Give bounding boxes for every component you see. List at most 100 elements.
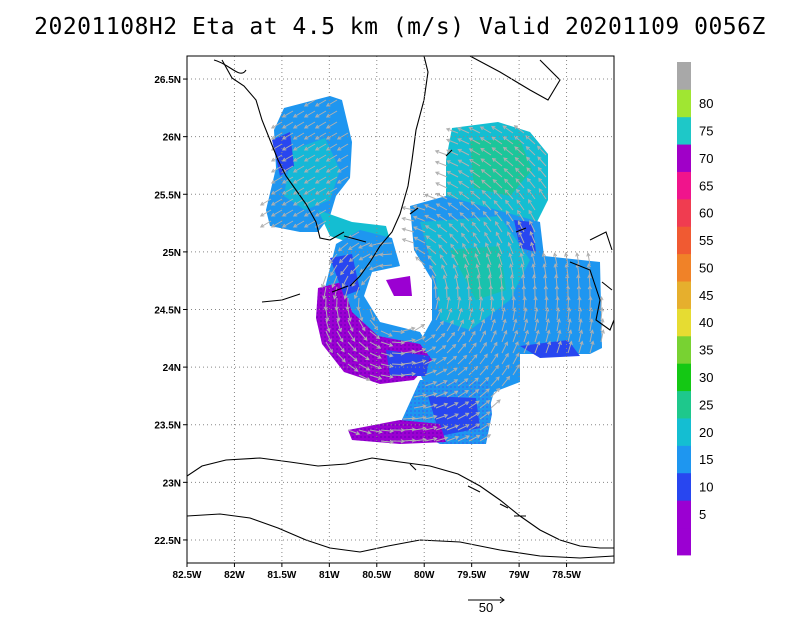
wind-vector: [556, 340, 562, 354]
wind-vector: [555, 295, 560, 310]
wind-vector: [599, 295, 604, 310]
wind-vector: [303, 154, 316, 162]
wind-vector: [588, 295, 593, 310]
wind-vector: [445, 138, 459, 145]
wind-vector: [337, 242, 349, 252]
wind-vector: [391, 362, 406, 367]
wind-vector: [436, 213, 448, 222]
wind-vector: [303, 99, 316, 107]
wind-vector: [347, 308, 352, 322]
wind-vector: [356, 297, 361, 312]
wind-vector: [479, 330, 486, 343]
wind-vectors: [259, 99, 605, 445]
wind-vector: [380, 363, 394, 368]
wind-vector: [446, 413, 459, 420]
y-tick-label: 22.5N: [154, 536, 181, 547]
wind-vector: [503, 167, 514, 178]
wind-vector: [480, 158, 492, 167]
wind-vector: [521, 284, 526, 299]
wind-vector: [499, 284, 504, 299]
wind-vector: [425, 235, 437, 244]
wind-vector: [491, 125, 503, 134]
colorbar-label: 5: [699, 507, 706, 522]
wind-vector: [338, 253, 349, 264]
wind-vector: [514, 167, 525, 178]
wind-vector: [543, 284, 549, 299]
wind-vector: [589, 340, 595, 354]
wind-vector: [556, 329, 562, 343]
wind-vector: [446, 435, 460, 442]
x-tick-label: 82.5W: [173, 570, 202, 581]
wind-vector: [446, 402, 459, 409]
wind-vector: [348, 253, 360, 263]
x-tick-label: 81W: [319, 570, 340, 581]
wind-vector: [446, 355, 458, 365]
colorbar-label: 60: [699, 206, 713, 221]
wind-vector: [369, 308, 376, 322]
colorbar-label: 80: [699, 96, 713, 111]
wind-vector: [314, 209, 327, 217]
wind-vector: [490, 307, 495, 321]
wind-vector: [424, 346, 437, 354]
wind-vector: [530, 241, 536, 255]
wind-vector: [336, 352, 346, 363]
wind-vector: [469, 180, 481, 189]
wind-vector: [281, 220, 294, 228]
wind-vector: [343, 286, 349, 300]
colorbar-label: 40: [699, 315, 713, 330]
wind-vector: [479, 376, 490, 387]
wind-vector: [457, 435, 470, 442]
wind-vector: [434, 160, 448, 167]
wind-vector: [292, 220, 305, 228]
wind-vector: [505, 199, 514, 211]
wind-vector: [438, 244, 448, 255]
wind-vector: [303, 220, 316, 228]
colorbar-swatch: [677, 198, 691, 227]
coastline-bahamas-small: [409, 149, 527, 233]
wind-vector: [523, 329, 529, 343]
colorbar-label: 55: [699, 233, 713, 248]
wind-vector: [401, 238, 415, 244]
wind-vector: [528, 209, 536, 222]
wind-vector: [413, 236, 426, 244]
wind-vector: [445, 127, 459, 134]
wind-vector: [446, 170, 459, 178]
wind-vector: [360, 275, 371, 286]
wind-vector: [303, 209, 316, 217]
wind-vector: [259, 220, 272, 228]
wind-vector: [353, 286, 360, 300]
wind-vector: [292, 154, 305, 162]
wind-vector: [402, 360, 416, 365]
wind-vector: [358, 308, 364, 322]
wind-vector: [509, 263, 514, 277]
wind-vector: [468, 342, 477, 354]
wind-vector: [468, 137, 481, 145]
wind-vector: [567, 318, 572, 332]
wind-vector: [478, 296, 484, 310]
wind-vector: [358, 352, 370, 361]
wind-vector: [493, 199, 503, 211]
wind-vector: [503, 157, 514, 167]
wind-vector: [599, 307, 604, 321]
wind-vector: [446, 307, 453, 321]
wind-vector: [505, 210, 514, 222]
wind-vector: [567, 340, 573, 354]
wind-vector: [358, 341, 369, 351]
wind-vector: [435, 320, 444, 332]
wind-vector: [514, 156, 525, 167]
reference-vector: [468, 596, 505, 604]
wind-vector: [556, 307, 561, 321]
wind-vector: [491, 136, 503, 145]
wind-vector: [424, 414, 438, 420]
wind-vector: [446, 331, 456, 343]
wind-vector: [424, 369, 438, 376]
wind-vector: [482, 200, 492, 211]
wind-vector: [457, 401, 470, 409]
wind-vector: [368, 242, 382, 248]
wind-vector: [435, 436, 449, 442]
wind-vector: [501, 375, 511, 387]
wind-vector: [484, 231, 492, 244]
wind-vector: [451, 253, 459, 266]
wind-vector: [529, 230, 536, 244]
